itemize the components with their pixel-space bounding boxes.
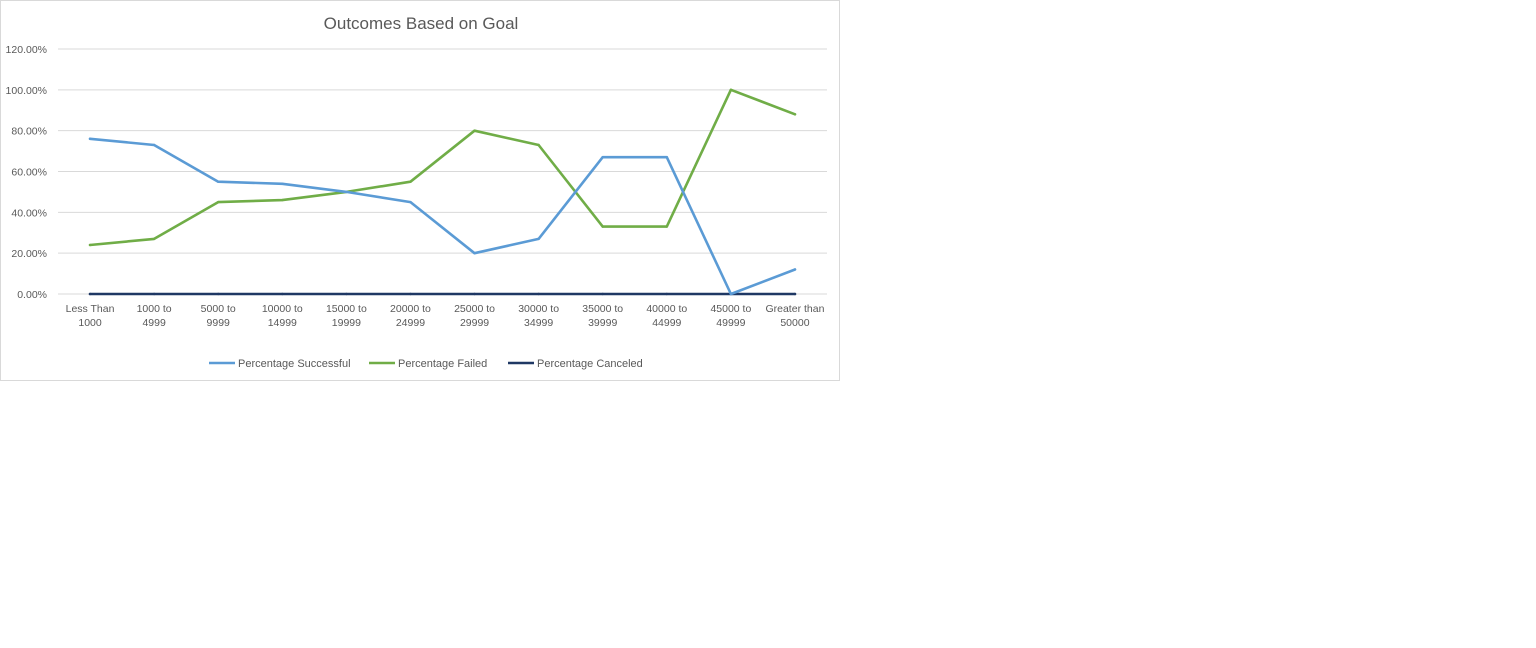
y-tick-label: 20.00% — [11, 248, 47, 260]
x-tick-label: 5000 to 9999 — [201, 303, 236, 329]
data-point — [665, 292, 668, 296]
legend-label: Percentage Failed — [398, 358, 487, 370]
x-tick-label: 45000 to 49999 — [710, 303, 751, 329]
data-point — [473, 251, 476, 255]
x-tick-label: 20000 to 24999 — [390, 303, 431, 329]
data-point — [152, 143, 156, 147]
data-point — [729, 88, 733, 92]
x-tick-label: 25000 to 29999 — [454, 303, 495, 329]
chart-title: Outcomes Based on Goal — [324, 14, 519, 33]
legend-item: Percentage Canceled — [508, 358, 643, 370]
data-point — [537, 237, 540, 241]
data-point — [152, 237, 156, 241]
data-point — [88, 137, 92, 141]
data-point — [473, 292, 476, 296]
data-point — [281, 182, 284, 185]
y-tick-label: 120.00% — [6, 44, 47, 56]
data-point — [601, 292, 604, 296]
y-tick-label: 40.00% — [11, 207, 47, 219]
data-point — [793, 292, 797, 296]
data-point — [217, 200, 220, 204]
x-tick-label: 40000 to 44999 — [646, 303, 687, 329]
y-tick-label: 80.00% — [11, 126, 47, 138]
x-tick-label: 30000 to 34999 — [518, 303, 559, 329]
x-axis-ticks: Less Than 1000 1000 to 4999 5000 to 9999 10000… — [66, 303, 825, 329]
data-point — [345, 292, 348, 296]
data-point — [409, 180, 412, 183]
x-tick-label: Greater than 50000 — [765, 303, 824, 329]
y-tick-label: 100.00% — [6, 85, 47, 97]
data-point — [281, 198, 284, 202]
y-axis-ticks: 0.00% 20.00% 40.00% 60.00% 80.00% 100.00% 120.… — [6, 44, 47, 301]
data-point — [217, 292, 220, 296]
data-point — [217, 180, 220, 183]
legend-item: Percentage Successful — [209, 358, 351, 370]
data-point — [537, 143, 540, 147]
y-tick-label: 0.00% — [17, 289, 47, 301]
data-point — [409, 292, 412, 296]
data-point — [601, 225, 604, 228]
legend: Percentage Successful Percentage Failed Pe… — [209, 358, 643, 370]
y-tick-label: 60.00% — [11, 167, 47, 179]
data-point — [537, 292, 540, 296]
x-tick-label: 35000 to 39999 — [582, 303, 623, 329]
data-point — [152, 292, 156, 296]
x-tick-label: 15000 to 19999 — [326, 303, 367, 329]
data-point — [409, 200, 412, 204]
data-point — [793, 113, 797, 116]
x-tick-label: 10000 to 14999 — [262, 303, 303, 329]
data-point — [88, 243, 92, 247]
data-point — [88, 292, 92, 296]
data-point — [601, 156, 604, 159]
series-lines — [88, 88, 797, 296]
data-point — [345, 190, 348, 194]
gridlines — [58, 48, 827, 295]
x-tick-label: 1000 to 4999 — [137, 303, 172, 329]
data-point — [281, 292, 284, 296]
series-line-percentage-successful — [88, 137, 797, 296]
data-point — [729, 292, 733, 296]
data-point — [665, 156, 668, 159]
series-line-percentage-failed — [88, 88, 797, 247]
data-point — [665, 225, 668, 228]
legend-label: Percentage Successful — [238, 358, 351, 370]
data-point — [473, 129, 476, 132]
line-chart: Outcomes Based on Goal 0.00% 20.00% 40.00%… — [6, 14, 827, 370]
data-point — [793, 268, 797, 271]
legend-label: Percentage Canceled — [537, 358, 643, 370]
x-tick-label: Less Than 1000 — [66, 303, 115, 329]
legend-item: Percentage Failed — [369, 358, 487, 370]
chart-container: Outcomes Based on Goal 0.00% 20.00% 40.00%… — [0, 0, 840, 381]
